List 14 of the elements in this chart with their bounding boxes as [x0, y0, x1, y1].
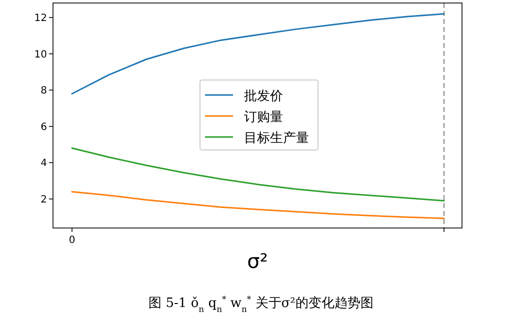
line-series [71, 147, 445, 202]
legend-label: 目标生产量 [244, 131, 309, 146]
y-tick-label: 6 [40, 122, 47, 133]
y-tick-label: 2 [40, 194, 47, 206]
text: 图 5-1 ǒ$_{n}$ q$_{n}$$^{*}$ w$_{n}$$^{*}$ 关于σ²的变化趋势图 [148, 294, 374, 314]
legend-label: 批发价 [244, 89, 283, 104]
y-tick-label: 12 [34, 13, 47, 24]
y-tick-label: 4 [40, 158, 47, 170]
y-tick-label: 10 [34, 49, 47, 60]
x-tick-label: 0 [68, 235, 76, 246]
x-axis-title: σ² [247, 249, 268, 273]
legend-label: 订购量 [244, 110, 283, 125]
y-tick-label: 8 [40, 86, 47, 97]
line-series [71, 190, 445, 220]
